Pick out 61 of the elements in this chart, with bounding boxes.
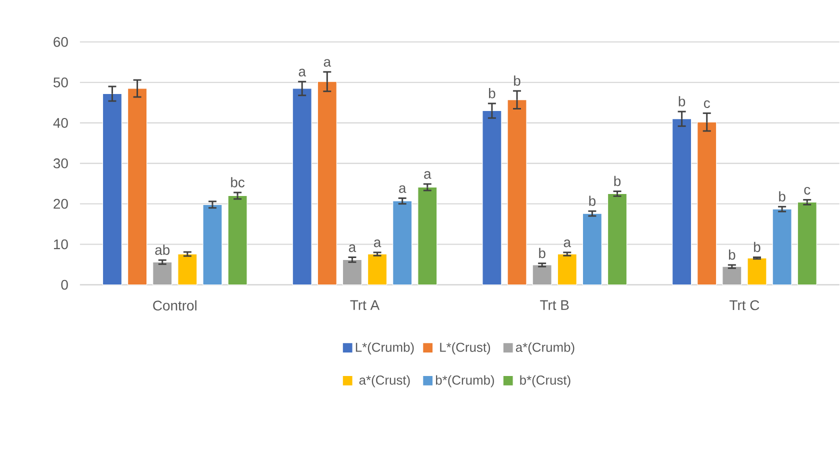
bar — [342, 260, 362, 286]
bar — [532, 264, 552, 286]
bar — [292, 88, 312, 286]
data-label: b — [488, 88, 496, 98]
bar — [392, 200, 412, 286]
data-label: a — [564, 240, 572, 248]
bar — [672, 118, 692, 286]
data-label: a — [298, 68, 306, 77]
legend-label: a*(Crust) — [359, 375, 410, 388]
x-tick-label: Trt C — [730, 300, 760, 310]
data-label: a — [324, 59, 332, 67]
bar — [178, 254, 198, 286]
legend-label: L*(Crumb) — [356, 342, 414, 355]
bar — [607, 194, 628, 286]
bar — [202, 204, 222, 286]
bar — [722, 266, 742, 286]
data-label: b — [779, 191, 786, 202]
data-label: b — [728, 250, 736, 260]
data-label: b — [754, 242, 760, 252]
bar — [697, 122, 717, 286]
data-label: bc — [231, 177, 245, 188]
bar — [582, 213, 602, 286]
data-label: c — [804, 187, 810, 195]
bar — [557, 254, 577, 286]
bar — [102, 94, 122, 286]
y-tick-label: 0 — [61, 280, 68, 290]
y-tick-label: 40 — [53, 118, 68, 128]
data-label: a — [374, 240, 382, 248]
x-tick-label: Trt B — [540, 300, 569, 310]
data-label: b — [614, 176, 621, 186]
bar — [367, 254, 388, 286]
x-tick-label: Trt A — [350, 300, 380, 310]
bar — [747, 258, 767, 286]
data-label: b — [539, 248, 546, 258]
bar — [127, 88, 148, 286]
y-tick-label: 20 — [54, 199, 68, 209]
y-tick-label: 10 — [54, 240, 68, 250]
bar — [418, 187, 438, 286]
x-tick-label: Control — [153, 300, 196, 311]
bar — [152, 262, 172, 286]
legend-label: L*(Crust) — [440, 342, 490, 355]
data-label: b — [514, 76, 520, 86]
data-label: c — [704, 100, 710, 108]
data-label: a — [399, 186, 406, 194]
bar — [317, 81, 337, 286]
y-tick-label: 50 — [54, 78, 68, 88]
data-label: a — [424, 171, 432, 179]
bar — [797, 202, 817, 286]
data-label: b — [589, 196, 596, 206]
legend-label: b*(Crumb) — [436, 375, 494, 388]
data-label: a — [348, 244, 356, 252]
y-tick-label: 30 — [53, 158, 68, 168]
data-label: b — [678, 96, 686, 107]
legend-label: a*(Crumb) — [516, 342, 574, 355]
data-label: ab — [155, 244, 170, 256]
legend-label: b*(Crust) — [520, 375, 570, 388]
y-tick-label: 60 — [54, 37, 68, 48]
bar — [772, 208, 792, 286]
bar — [482, 110, 502, 286]
bar — [228, 196, 248, 286]
bar — [507, 100, 527, 286]
